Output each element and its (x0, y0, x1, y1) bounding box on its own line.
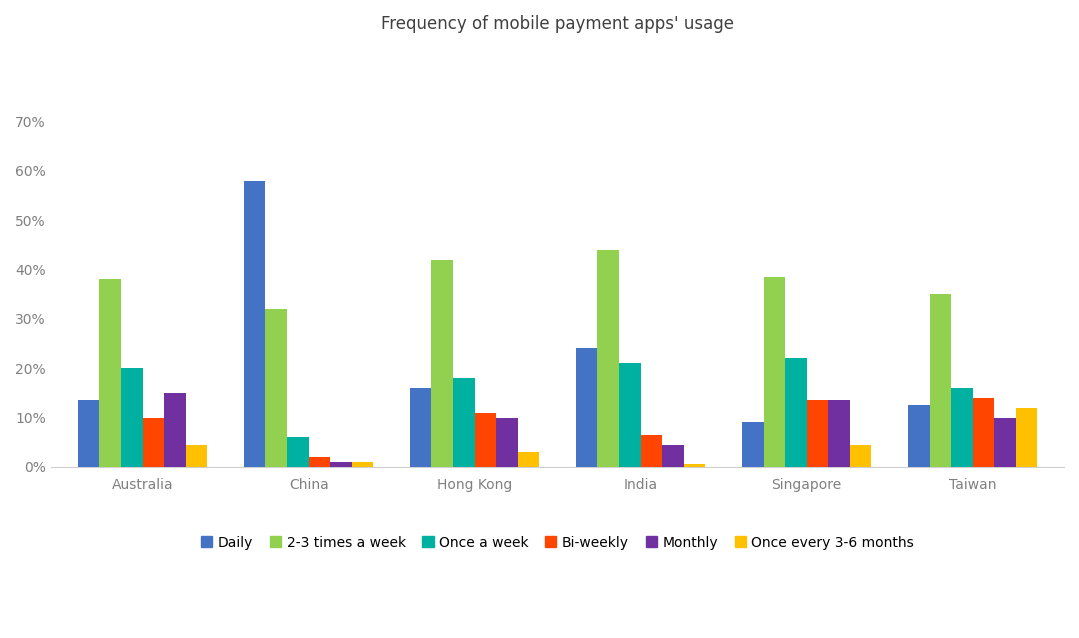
Bar (598, 249, 619, 467)
Bar (352, 462, 373, 467)
Bar (576, 348, 598, 467)
Bar (287, 437, 309, 467)
Bar (641, 435, 663, 467)
Bar (929, 294, 951, 467)
Bar (453, 378, 475, 467)
Bar (994, 417, 1015, 467)
Bar (786, 359, 807, 467)
Bar (265, 309, 287, 467)
Bar (309, 457, 330, 467)
Bar (972, 398, 994, 467)
Bar (475, 413, 496, 467)
Bar (142, 417, 164, 467)
Bar (742, 422, 764, 467)
Bar (244, 181, 265, 467)
Bar (951, 388, 972, 467)
Bar (99, 279, 121, 467)
Bar (518, 452, 540, 467)
Bar (78, 400, 99, 467)
Bar (432, 260, 453, 467)
Bar (330, 462, 352, 467)
Bar (907, 405, 929, 467)
Bar (663, 445, 684, 467)
Bar (684, 464, 706, 467)
Title: Frequency of mobile payment apps' usage: Frequency of mobile payment apps' usage (381, 15, 734, 33)
Bar (619, 363, 641, 467)
Bar (1015, 408, 1037, 467)
Bar (850, 445, 872, 467)
Bar (764, 277, 786, 467)
Bar (807, 400, 829, 467)
Bar (121, 368, 142, 467)
Bar (410, 388, 432, 467)
Bar (496, 417, 518, 467)
Bar (829, 400, 850, 467)
Legend: Daily, 2-3 times a week, Once a week, Bi-weekly, Monthly, Once every 3-6 months: Daily, 2-3 times a week, Once a week, Bi… (194, 529, 921, 556)
Bar (164, 393, 186, 467)
Bar (186, 445, 207, 467)
